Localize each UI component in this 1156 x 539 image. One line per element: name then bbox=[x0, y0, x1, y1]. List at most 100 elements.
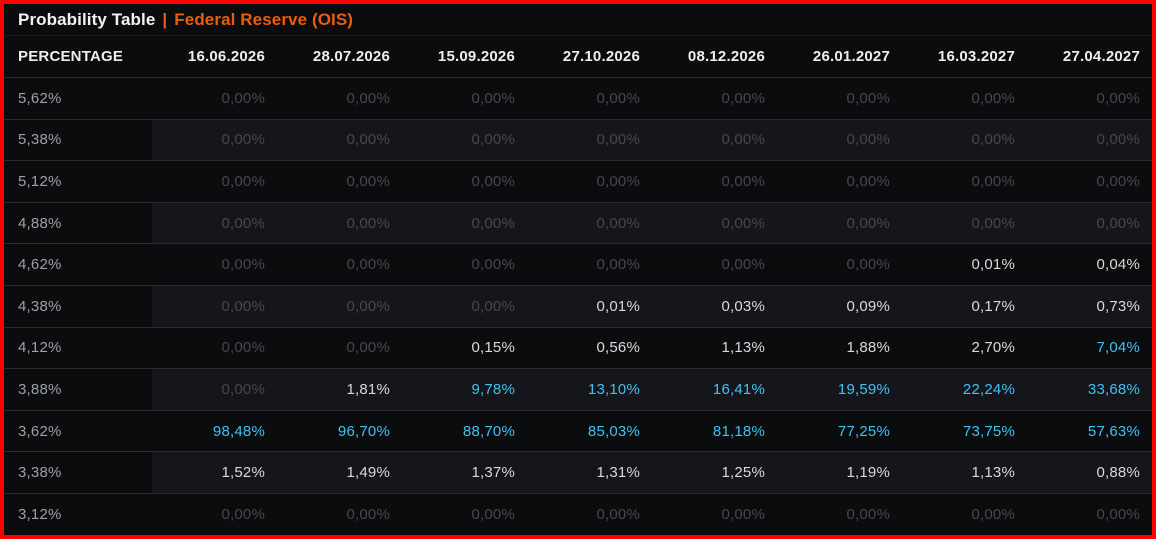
probability-cell: 0,00% bbox=[596, 256, 640, 274]
probability-cell: 0,00% bbox=[527, 202, 652, 244]
probability-cell: 0,01% bbox=[971, 256, 1015, 274]
probability-cell: 0,00% bbox=[846, 256, 890, 274]
table-header-row: PERCENTAGE 16.06.2026 28.07.2026 15.09.2026… bbox=[4, 36, 1152, 78]
probability-cell: 0,00% bbox=[346, 172, 390, 190]
probability-cell: 0,00% bbox=[277, 202, 402, 244]
row-label: 5,62% bbox=[18, 89, 62, 107]
probability-cell: 0,00% bbox=[1027, 119, 1152, 161]
column-header-date: 08.12.2026 bbox=[687, 48, 765, 65]
probability-cell: 0,00% bbox=[221, 256, 265, 274]
column-header-date: 27.10.2026 bbox=[562, 48, 640, 65]
probability-cell: 1,52% bbox=[152, 451, 277, 494]
probability-cell: 0,73% bbox=[1027, 285, 1152, 328]
probability-cell: 0,00% bbox=[1096, 172, 1140, 190]
probability-cell: 88,70% bbox=[462, 422, 515, 440]
probability-cell: 0,00% bbox=[346, 256, 390, 274]
probability-cell: 0,00% bbox=[471, 256, 515, 274]
probability-cell: 0,00% bbox=[721, 172, 765, 190]
probability-cell: 0,00% bbox=[902, 202, 1027, 244]
probability-table: PERCENTAGE 16.06.2026 28.07.2026 15.09.2026… bbox=[4, 36, 1152, 535]
probability-cell: 0,17% bbox=[902, 285, 1027, 328]
probability-cell: 0,00% bbox=[152, 202, 277, 244]
probability-cell: 13,10% bbox=[527, 368, 652, 411]
row-label: 4,12% bbox=[18, 339, 62, 357]
probability-cell: 0,00% bbox=[777, 202, 902, 244]
probability-cell: 7,04% bbox=[1096, 339, 1140, 357]
probability-cell: 0,00% bbox=[402, 119, 527, 161]
probability-cell: 98,48% bbox=[212, 422, 265, 440]
probability-cell: 0,00% bbox=[152, 285, 277, 328]
probability-cell: 0,00% bbox=[152, 368, 277, 411]
probability-cell: 0,03% bbox=[652, 285, 777, 328]
probability-cell: 0,00% bbox=[277, 285, 402, 328]
probability-cell: 0,09% bbox=[777, 285, 902, 328]
probability-cell: 85,03% bbox=[587, 422, 640, 440]
probability-cell: 1,13% bbox=[721, 339, 765, 357]
column-header-date: 15.09.2026 bbox=[437, 48, 515, 65]
probability-cell: 33,68% bbox=[1027, 368, 1152, 411]
probability-cell: 0,56% bbox=[596, 339, 640, 357]
probability-cell: 9,78% bbox=[402, 368, 527, 411]
table-row: 3,12% 0,00% 0,00% 0,00% 0,00% 0,00% 0,00% 0,00%… bbox=[4, 493, 1152, 535]
probability-cell: 16,41% bbox=[652, 368, 777, 411]
table-body: 5,62% 0,00% 0,00% 0,00% 0,00% 0,00% 0,00% 0,00%… bbox=[4, 77, 1152, 536]
table-row: 4,38% 0,00% 0,00% 0,00% 0,01% 0,03% 0,09% 0,17%… bbox=[4, 285, 1152, 328]
table-row: 5,12% 0,00% 0,00% 0,00% 0,00% 0,00% 0,00% 0,00%… bbox=[4, 160, 1152, 203]
panel-title: Probability Table bbox=[18, 9, 156, 29]
probability-cell: 0,00% bbox=[1027, 202, 1152, 244]
probability-cell: 22,24% bbox=[902, 368, 1027, 411]
probability-cell: 0,00% bbox=[902, 119, 1027, 161]
probability-cell: 0,00% bbox=[346, 89, 390, 107]
probability-cell: 0,00% bbox=[971, 89, 1015, 107]
probability-cell: 0,00% bbox=[1096, 505, 1140, 523]
probability-cell: 0,00% bbox=[402, 285, 527, 328]
column-header-date: 27.04.2027 bbox=[1062, 48, 1140, 65]
row-label: 3,38% bbox=[18, 464, 62, 482]
probability-cell: 0,00% bbox=[721, 256, 765, 274]
probability-cell: 1,13% bbox=[902, 451, 1027, 494]
probability-cell: 0,00% bbox=[221, 89, 265, 107]
probability-cell: 0,00% bbox=[971, 172, 1015, 190]
table-row: 3,38% 1,52% 1,49% 1,37% 1,31% 1,25% 1,19% 1,13%… bbox=[4, 451, 1152, 494]
row-label: 4,88% bbox=[18, 214, 62, 232]
probability-cell: 0,04% bbox=[1096, 256, 1140, 274]
row-label: 4,62% bbox=[18, 256, 62, 274]
probability-cell: 0,00% bbox=[596, 89, 640, 107]
probability-cell: 0,00% bbox=[971, 505, 1015, 523]
probability-cell: 1,88% bbox=[846, 339, 890, 357]
probability-cell: 0,00% bbox=[152, 119, 277, 161]
probability-cell: 0,00% bbox=[596, 172, 640, 190]
probability-cell: 0,00% bbox=[346, 339, 390, 357]
probability-cell: 0,00% bbox=[471, 505, 515, 523]
probability-cell: 0,00% bbox=[277, 119, 402, 161]
probability-cell: 0,88% bbox=[1027, 451, 1152, 494]
probability-cell: 0,00% bbox=[221, 339, 265, 357]
probability-cell: 0,00% bbox=[1096, 89, 1140, 107]
probability-cell: 0,00% bbox=[846, 172, 890, 190]
probability-cell: 0,00% bbox=[596, 505, 640, 523]
table-row: 4,62% 0,00% 0,00% 0,00% 0,00% 0,00% 0,00% 0,01%… bbox=[4, 243, 1152, 286]
probability-cell: 77,25% bbox=[837, 422, 890, 440]
table-row: 5,38% 0,00% 0,00% 0,00% 0,00% 0,00% 0,00% 0,00%… bbox=[4, 119, 1152, 161]
column-header-date: 16.03.2027 bbox=[937, 48, 1015, 65]
table-row: 3,62% 98,48% 96,70% 88,70% 85,03% 81,18% 77,25… bbox=[4, 410, 1152, 452]
probability-cell: 73,75% bbox=[962, 422, 1015, 440]
probability-cell: 0,00% bbox=[221, 172, 265, 190]
probability-cell: 1,31% bbox=[527, 451, 652, 494]
probability-cell: 0,00% bbox=[652, 202, 777, 244]
probability-cell: 0,01% bbox=[527, 285, 652, 328]
column-header-date: 16.06.2026 bbox=[187, 48, 265, 65]
probability-cell: 1,37% bbox=[402, 451, 527, 494]
probability-cell: 1,81% bbox=[277, 368, 402, 411]
probability-cell: 0,00% bbox=[846, 89, 890, 107]
probability-cell: 0,00% bbox=[527, 119, 652, 161]
probability-cell: 0,00% bbox=[846, 505, 890, 523]
probability-cell: 0,15% bbox=[471, 339, 515, 357]
probability-cell: 0,00% bbox=[777, 119, 902, 161]
probability-cell: 57,63% bbox=[1087, 422, 1140, 440]
probability-cell: 1,19% bbox=[777, 451, 902, 494]
column-header-date: 26.01.2027 bbox=[812, 48, 890, 65]
probability-cell: 1,49% bbox=[277, 451, 402, 494]
probability-cell: 0,00% bbox=[346, 505, 390, 523]
